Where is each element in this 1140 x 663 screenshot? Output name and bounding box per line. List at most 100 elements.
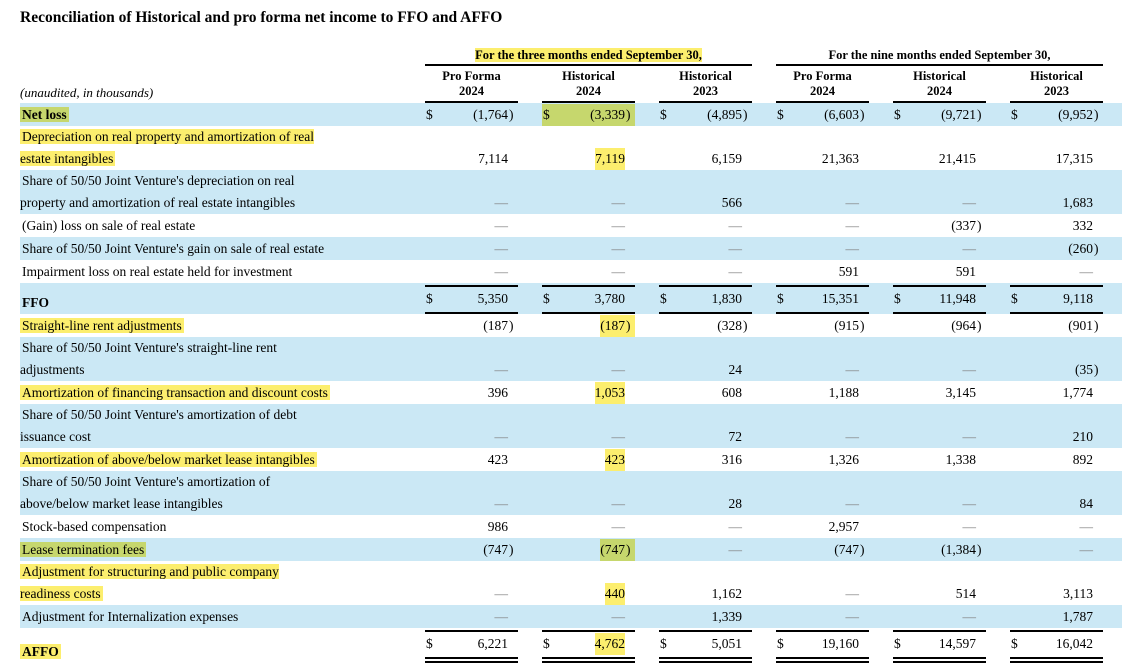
table-row: Share of 50/50 Joint Venture's depreciat… [20,170,1122,214]
value-wrap: (337) [951,215,986,237]
cell-value: (1,384 [941,542,976,557]
cell-value: 514 [955,586,976,601]
value-cell: 591 [776,261,869,283]
row-label: Stock-based compensation [22,519,167,534]
table-row: Amortization of above/below market lease… [20,448,1122,471]
cell-value: — [611,362,626,377]
column-group-label: For the three months ended September 30, [475,48,702,62]
row-label: Share of 50/50 Joint Venture's straight-… [20,340,277,377]
value-cell: 423 [542,449,635,471]
value-cell: 1,683 [1010,192,1103,214]
value-wrap: (747) [834,539,869,561]
cell-value: — [494,195,509,210]
dollar-sign: $ [894,636,901,651]
cell-value: — [845,218,860,233]
value-wrap: 1,338 [946,449,986,471]
value-wrap: — [495,261,519,283]
value-cell: — [776,238,869,260]
cell-value: — [494,609,509,624]
column-header-historical-2023-q: Historical 2023 [659,69,752,103]
value-wrap: — [612,261,636,283]
value-cell: 591 [893,261,986,283]
value-wrap: — [1080,261,1104,283]
table-row: Impairment loss on real estate held for … [20,260,1122,283]
cell-value: (1,764 [473,107,508,122]
cell-value: 210 [1072,429,1093,444]
cell-value: — [611,519,626,534]
cell-value: (747 [834,542,859,557]
cell-value: — [845,195,860,210]
value-wrap: 7,114 [478,148,518,170]
value-wrap: 1,787 [1063,606,1103,628]
value-wrap: — [846,493,870,515]
value-wrap: (6,603) [824,104,869,126]
dollar-sign: $ [543,291,550,306]
value-cell: $ (6,603) [776,104,869,126]
cell-value: — [494,264,509,279]
value-wrap: — [846,215,870,237]
value-cell: (337) [893,215,986,237]
value-cell: (328) [659,315,752,337]
value-cell: $5,051 [659,630,752,663]
value-cell: — [425,583,518,605]
cell-value: — [845,586,860,601]
paren: ) [1094,241,1099,256]
cell-value: 1,338 [945,452,976,467]
row-label-cell: Share of 50/50 Joint Venture's depreciat… [20,170,425,214]
cell-value: — [845,241,860,256]
value-wrap: — [495,215,519,237]
value-wrap: 19,160 [822,633,869,655]
value-cell: — [659,261,752,283]
column-header-pro-forma-2024-q: Pro Forma 2024 [425,69,518,103]
row-label: Share of 50/50 Joint Venture's amortizat… [20,474,271,511]
row-label: (Gain) loss on sale of real estate [22,218,196,233]
cell-value: 1,683 [1062,195,1093,210]
table-body: Net loss $ (1,764) $ (3,339) $ (4,895) $ (6,603)… [20,103,1122,663]
cell-value: — [962,362,977,377]
cell-value: 1,162 [711,586,742,601]
value-wrap: 332 [1073,215,1103,237]
column-header-line: 2024 [810,83,835,98]
value-wrap: 4,762 [594,633,635,655]
cell-value: — [845,429,860,444]
value-cell: — [1010,539,1103,561]
column-header-line: Pro Forma [442,69,501,83]
value-cell: (260) [1010,238,1103,260]
dollar-sign: $ [660,291,667,306]
cell-value: — [611,496,626,511]
cell-value: — [1079,542,1094,557]
value-wrap: 3,780 [595,288,635,310]
paren: ) [743,107,748,122]
row-label-cell: (Gain) loss on sale of real estate [20,215,425,237]
column-header-row: (unaudited, in thousands) Pro Forma 2024… [20,69,1122,103]
value-cell: — [1010,516,1103,538]
cell-value: 566 [721,195,742,210]
cell-value: 3,145 [945,385,976,400]
value-wrap: 423 [604,449,635,471]
value-cell: — [776,359,869,381]
value-cell: — [425,359,518,381]
dollar-sign: $ [426,636,433,651]
cell-value: — [845,362,860,377]
value-cell: (747) [425,539,518,561]
row-label: AFFO [20,644,61,659]
cell-value: (915 [834,318,859,333]
value-wrap: — [495,359,519,381]
cell-value: 423 [604,449,625,471]
paren: ) [626,107,631,122]
value-cell: 3,113 [1010,583,1103,605]
value-cell: — [776,192,869,214]
value-cell: 7,114 [425,148,518,170]
value-wrap: (35) [1075,359,1103,381]
cell-value: (747 [483,542,508,557]
column-header-historical-2024-ytd: Historical 2024 [893,69,986,103]
value-cell: — [659,215,752,237]
column-header-historical-2023-ytd: Historical 2023 [1010,69,1103,103]
value-cell: 1,339 [659,606,752,628]
value-cell: — [425,215,518,237]
table-row: FFO $5,350 $3,780 $1,830 $15,351 $11,948 $9,11… [20,283,1122,314]
column-group-row: For the three months ended September 30,… [20,48,1122,66]
value-cell: — [893,516,986,538]
value-wrap: 2,957 [829,516,869,538]
value-wrap: — [612,238,636,260]
